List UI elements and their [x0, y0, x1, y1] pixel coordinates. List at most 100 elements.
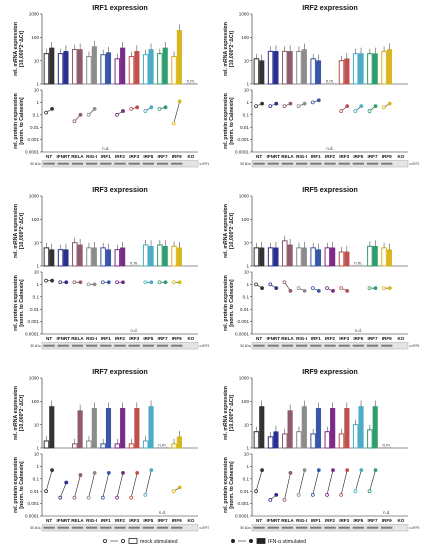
point-ifn — [64, 280, 69, 285]
chart-title: IRF2 expression — [302, 3, 358, 12]
bar-ifn — [259, 247, 265, 267]
protein-tick-label: 0.001 — [238, 319, 250, 324]
bar-ifn — [120, 47, 126, 85]
blot-band — [85, 162, 98, 165]
chart-panel: IRF3 expression10001001011010.10.010.001… — [13, 185, 210, 350]
point-ifn — [288, 101, 293, 106]
category-label: NT — [256, 518, 262, 523]
bar-ifn — [273, 431, 279, 449]
point-mock — [282, 104, 287, 109]
mrna-tick-label: 1 — [246, 264, 249, 269]
point-ifn — [345, 468, 350, 473]
bar-mock — [310, 433, 316, 449]
bar-mock — [324, 431, 331, 449]
bar-ifn — [386, 249, 392, 267]
point-ifn — [316, 98, 321, 103]
point-mock — [72, 495, 77, 500]
category-label: IFNRT — [57, 336, 71, 341]
protein-tick-label: 1 — [36, 282, 39, 287]
bar-ifn — [301, 406, 307, 449]
nm-label: n.m. — [382, 443, 391, 448]
pair-line — [116, 472, 124, 498]
protein-tick-label: 0.0001 — [25, 514, 39, 519]
bar-mock — [267, 436, 274, 449]
legend-ifn-point — [230, 539, 235, 544]
pair-line — [355, 470, 362, 492]
bar-mock — [43, 440, 50, 449]
bar-ifn — [148, 406, 154, 449]
nd-label: n.d. — [326, 146, 333, 151]
protein-ylabel: rel. protein expression — [13, 457, 19, 513]
point-mock — [367, 109, 372, 113]
bar-mock — [253, 247, 260, 267]
category-label: IRF5 — [353, 336, 363, 341]
category-label: IRF9 — [382, 154, 392, 159]
point-mock — [100, 495, 105, 500]
blot-antibody-label: α-IRF3 — [200, 344, 210, 348]
category-label: RIG-I — [296, 518, 307, 523]
bar-ifn — [259, 406, 265, 449]
category-label: IFNRT — [57, 154, 71, 159]
bar-ifn — [77, 244, 83, 267]
bar-mock — [72, 443, 78, 449]
category-label: RELA — [71, 154, 84, 159]
point-ifn — [316, 288, 321, 293]
bar-mock — [367, 245, 373, 267]
bar-ifn — [77, 49, 83, 85]
chart-panel: IRF5 expression10001001011010.10.010.001… — [223, 185, 420, 350]
category-label: RELA — [71, 518, 84, 523]
bar-ifn — [120, 247, 126, 267]
blot-band — [381, 162, 393, 165]
protein-tick-label: 1 — [246, 464, 249, 469]
point-ifn — [274, 101, 279, 106]
bar-mock — [72, 242, 78, 267]
protein-ylabel: rel. protein expression — [223, 93, 229, 149]
legend-ifn-point — [248, 539, 253, 544]
category-label: IRF1 — [101, 154, 111, 159]
blot-band — [85, 344, 98, 347]
point-mock — [367, 489, 372, 494]
category-label: NT — [256, 336, 262, 341]
point-mock — [72, 280, 77, 285]
bar-ifn — [63, 249, 69, 267]
blot-band — [295, 344, 308, 347]
nm-label: n.m. — [326, 79, 335, 84]
bar-ifn — [344, 58, 350, 85]
point-ifn — [302, 101, 307, 106]
bar-mock — [381, 247, 387, 267]
blot-band — [295, 162, 308, 165]
protein-tick-label: 10 — [244, 270, 250, 275]
category-label: IRF7 — [368, 518, 378, 523]
category-label: IFNRT — [267, 336, 281, 341]
blot-band — [267, 162, 279, 165]
bar-ifn — [134, 51, 140, 85]
category-label: IRF7 — [368, 336, 378, 341]
blot-band — [281, 344, 294, 347]
legend-ifn-label: IFN-α stimulated — [268, 539, 306, 545]
blot-kda-label: 55 kDa — [30, 344, 40, 348]
point-mock — [157, 106, 162, 111]
point-ifn — [359, 468, 364, 473]
protein-tick-label: 0.01 — [30, 307, 39, 312]
bar-ifn — [176, 436, 182, 449]
category-label: IRF1 — [311, 336, 321, 341]
protein-ylabel: rel. protein expression — [13, 93, 19, 149]
bar-ifn — [176, 30, 182, 85]
point-ifn — [78, 280, 83, 285]
protein-tick-label: 0.1 — [243, 476, 250, 481]
legend-mock-point — [103, 539, 108, 544]
legend-ifn-bar — [256, 538, 266, 544]
blot-band — [156, 526, 169, 529]
bar-ifn — [105, 52, 112, 85]
blot-antibody-label: α-IRF1 — [200, 162, 210, 166]
mrna-ylabel-unit: [10,000*2⁻ΔCt] — [19, 213, 25, 249]
point-ifn — [345, 288, 350, 293]
category-label: KO — [187, 336, 194, 341]
blot-band — [267, 344, 279, 347]
bar-mock — [296, 431, 302, 449]
point-ifn — [331, 288, 335, 293]
blot-band — [253, 344, 265, 347]
mrna-tick-label: 100 — [241, 35, 249, 40]
bar-ifn — [91, 408, 97, 449]
bar-mock — [43, 247, 50, 267]
